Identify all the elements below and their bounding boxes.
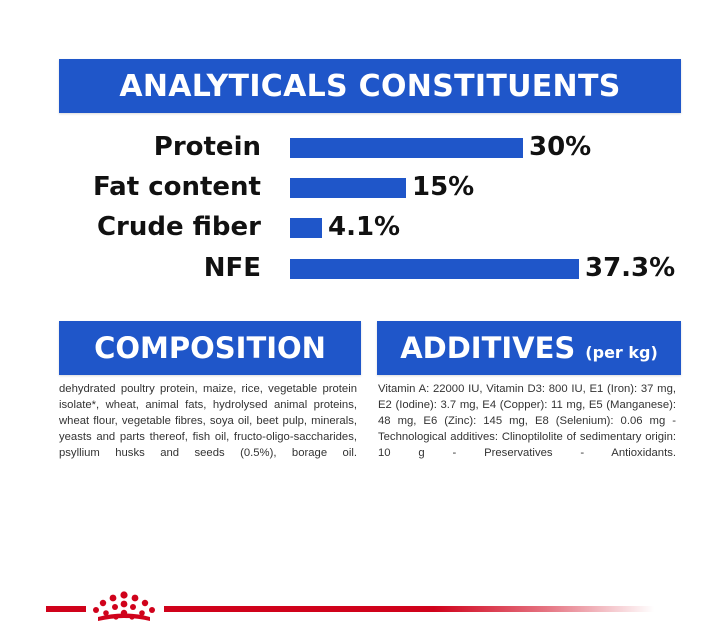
nutrient-bar	[290, 259, 579, 279]
nutrient-row-nfe: NFE 37.3%	[0, 250, 709, 286]
royal-canin-crown-icon	[93, 591, 155, 621]
nutrient-value: 37.3%	[585, 253, 676, 283]
nutrient-label: NFE	[203, 253, 261, 283]
nutrient-value: 30%	[529, 132, 592, 162]
additives-banner: ADDITIVES (per kg)	[377, 321, 681, 375]
nutrient-row-crude-fiber: Crude fiber 4.1%	[0, 209, 709, 245]
additives-unit: (per kg)	[585, 342, 658, 362]
footer-red-line-right	[164, 606, 654, 612]
additives-title: ADDITIVES	[400, 331, 576, 365]
nutrient-label: Fat content	[92, 172, 261, 202]
analyticals-title: ANALYTICALS CONSTITUENTS	[119, 68, 621, 104]
nutrient-label: Crude fiber	[96, 212, 261, 242]
nutrient-bar	[290, 218, 322, 238]
analyticals-banner: ANALYTICALS CONSTITUENTS	[59, 59, 681, 113]
composition-banner: COMPOSITION	[59, 321, 361, 375]
composition-title: COMPOSITION	[94, 331, 326, 365]
nutrient-label: Protein	[153, 132, 261, 162]
nutrient-row-fat-content: Fat content 15%	[0, 169, 709, 205]
nutrient-row-protein: Protein 30%	[0, 129, 709, 165]
composition-text: dehydrated poultry protein, maize, rice,…	[59, 383, 357, 459]
additives-text: Vitamin A: 22000 IU, Vitamin D3: 800 IU,…	[378, 383, 676, 459]
nutrient-bar	[290, 138, 523, 158]
nutrient-bar	[290, 178, 406, 198]
footer-red-line-left	[46, 606, 86, 612]
nutrient-value: 4.1%	[328, 212, 401, 242]
nutrient-value: 15%	[412, 172, 475, 202]
